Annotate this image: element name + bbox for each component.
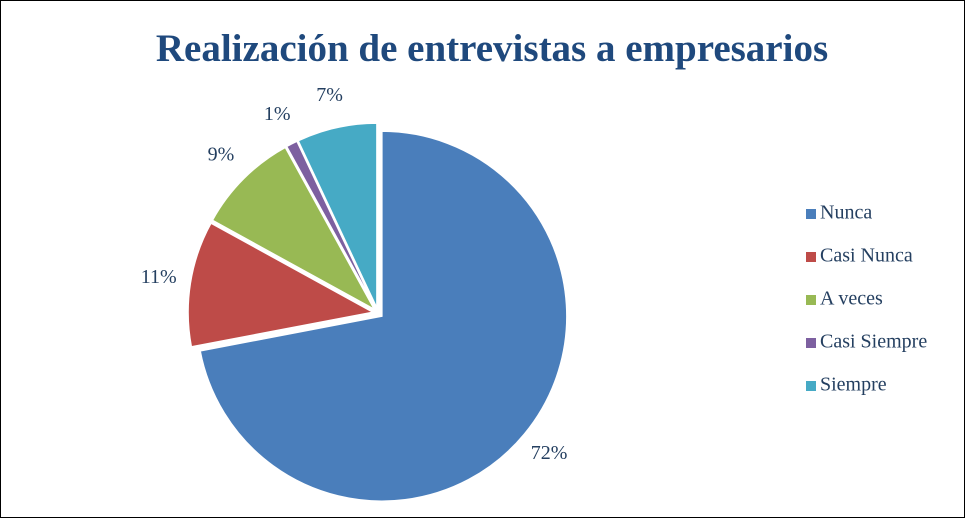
legend-swatch [806, 295, 816, 305]
legend-swatch [806, 209, 816, 219]
legend-label: Siempre [820, 374, 887, 396]
pie-slice [211, 146, 377, 312]
pie-slice [285, 140, 377, 309]
data-label: 9% [208, 144, 235, 166]
data-label: 7% [316, 84, 343, 106]
legend-label: Casi Siempre [820, 331, 927, 353]
pie-slice [187, 222, 376, 348]
legend-swatch [806, 381, 816, 391]
legend-label: Casi Nunca [820, 245, 913, 267]
chart-title: Realización de entrevistas a empresarios [156, 27, 828, 70]
data-label: 11% [141, 266, 177, 288]
data-label: 1% [264, 103, 291, 125]
pie-slice [199, 130, 568, 502]
legend-swatch [806, 252, 816, 262]
legend-label: Nunca [820, 202, 872, 224]
data-label: 72% [531, 442, 568, 464]
legend-label: A veces [820, 288, 883, 310]
legend-swatch [806, 338, 816, 348]
pie-slice [297, 122, 378, 309]
